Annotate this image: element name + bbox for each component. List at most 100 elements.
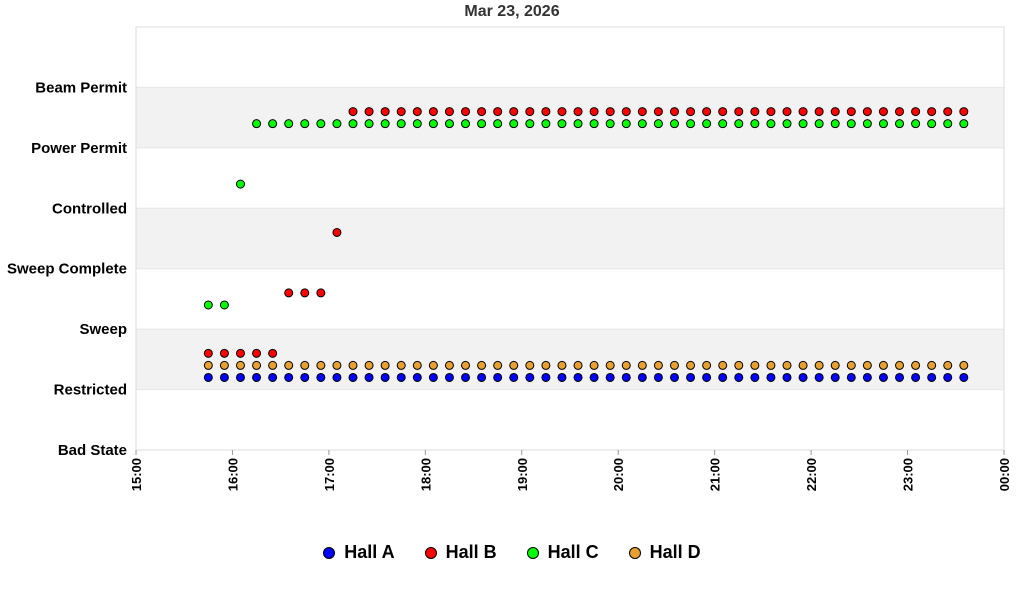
point-hall-a bbox=[702, 372, 712, 382]
point-hall-b bbox=[589, 107, 599, 117]
legend-label-hall-a: Hall A bbox=[344, 542, 395, 562]
point-hall-b bbox=[300, 288, 310, 298]
point-hall-b bbox=[621, 107, 631, 117]
point-hall-a bbox=[428, 372, 438, 382]
point-hall-a bbox=[734, 372, 744, 382]
point-hall-d bbox=[348, 360, 358, 370]
point-hall-a bbox=[878, 372, 888, 382]
band-6 bbox=[136, 87, 1004, 148]
y-tick-label: Sweep bbox=[79, 321, 127, 338]
point-hall-b bbox=[911, 107, 921, 117]
point-hall-d bbox=[235, 360, 245, 370]
point-hall-c bbox=[911, 119, 921, 129]
point-hall-c bbox=[444, 119, 454, 129]
point-hall-c bbox=[348, 119, 358, 129]
point-hall-b bbox=[637, 107, 647, 117]
point-hall-c bbox=[895, 119, 905, 129]
point-hall-a bbox=[718, 372, 728, 382]
point-hall-b bbox=[943, 107, 953, 117]
point-hall-d bbox=[332, 360, 342, 370]
point-hall-c bbox=[846, 119, 856, 129]
x-tick-label: 17:00 bbox=[322, 458, 337, 491]
point-hall-b bbox=[396, 107, 406, 117]
point-hall-b bbox=[557, 107, 567, 117]
point-hall-a bbox=[846, 372, 856, 382]
point-hall-b bbox=[235, 348, 245, 358]
point-hall-b bbox=[718, 107, 728, 117]
point-hall-d bbox=[959, 360, 969, 370]
x-tick-label: 16:00 bbox=[225, 458, 240, 491]
point-hall-a bbox=[396, 372, 406, 382]
x-tick-label: 21:00 bbox=[708, 458, 723, 491]
point-hall-a bbox=[927, 372, 937, 382]
point-hall-b bbox=[219, 348, 229, 358]
point-hall-c bbox=[235, 179, 245, 189]
point-hall-d bbox=[557, 360, 567, 370]
point-hall-b bbox=[814, 107, 824, 117]
point-hall-d bbox=[718, 360, 728, 370]
point-hall-b bbox=[268, 348, 278, 358]
point-hall-a bbox=[332, 372, 342, 382]
point-hall-a bbox=[798, 372, 808, 382]
point-hall-d bbox=[573, 360, 583, 370]
point-hall-d bbox=[493, 360, 503, 370]
point-hall-d bbox=[734, 360, 744, 370]
point-hall-a bbox=[219, 372, 229, 382]
point-hall-c bbox=[959, 119, 969, 129]
point-hall-c bbox=[669, 119, 679, 129]
point-hall-a bbox=[959, 372, 969, 382]
point-hall-a bbox=[669, 372, 679, 382]
point-hall-c bbox=[718, 119, 728, 129]
legend-marker-hall-a bbox=[323, 546, 336, 559]
legend-item-hall-a[interactable]: Hall A bbox=[323, 542, 395, 563]
point-hall-b bbox=[798, 107, 808, 117]
point-hall-d bbox=[252, 360, 262, 370]
point-hall-d bbox=[525, 360, 535, 370]
point-hall-c bbox=[509, 119, 519, 129]
point-hall-c bbox=[573, 119, 583, 129]
point-hall-d bbox=[605, 360, 615, 370]
point-hall-b bbox=[203, 348, 213, 358]
point-hall-d bbox=[284, 360, 294, 370]
point-hall-b bbox=[734, 107, 744, 117]
point-hall-d bbox=[653, 360, 663, 370]
point-hall-d bbox=[461, 360, 471, 370]
point-hall-c bbox=[782, 119, 792, 129]
point-hall-a bbox=[573, 372, 583, 382]
point-hall-a bbox=[686, 372, 696, 382]
point-hall-a bbox=[509, 372, 519, 382]
point-hall-d bbox=[428, 360, 438, 370]
point-hall-b bbox=[332, 227, 342, 237]
legend-marker-hall-b bbox=[424, 546, 437, 559]
point-hall-a bbox=[284, 372, 294, 382]
point-hall-a bbox=[814, 372, 824, 382]
legend-item-hall-b[interactable]: Hall B bbox=[424, 542, 497, 563]
point-hall-b bbox=[509, 107, 519, 117]
point-hall-d bbox=[396, 360, 406, 370]
point-hall-c bbox=[621, 119, 631, 129]
point-hall-b bbox=[750, 107, 760, 117]
point-hall-b bbox=[878, 107, 888, 117]
point-hall-d bbox=[541, 360, 551, 370]
point-hall-c bbox=[541, 119, 551, 129]
point-hall-c bbox=[268, 119, 278, 129]
y-tick-label: Sweep Complete bbox=[7, 261, 127, 278]
legend-item-hall-d[interactable]: Hall D bbox=[628, 542, 701, 563]
point-hall-d bbox=[316, 360, 326, 370]
point-hall-a bbox=[268, 372, 278, 382]
point-hall-c bbox=[396, 119, 406, 129]
point-hall-a bbox=[750, 372, 760, 382]
point-hall-a bbox=[557, 372, 567, 382]
point-hall-d bbox=[219, 360, 229, 370]
plot-border bbox=[135, 26, 1005, 451]
point-hall-b bbox=[461, 107, 471, 117]
point-hall-a bbox=[637, 372, 647, 382]
point-hall-d bbox=[927, 360, 937, 370]
legend-label-hall-c: Hall C bbox=[547, 542, 599, 562]
legend-item-hall-c[interactable]: Hall C bbox=[526, 542, 599, 563]
point-hall-d bbox=[268, 360, 278, 370]
point-hall-c bbox=[203, 300, 213, 310]
point-hall-c bbox=[943, 119, 953, 129]
point-hall-c bbox=[380, 119, 390, 129]
